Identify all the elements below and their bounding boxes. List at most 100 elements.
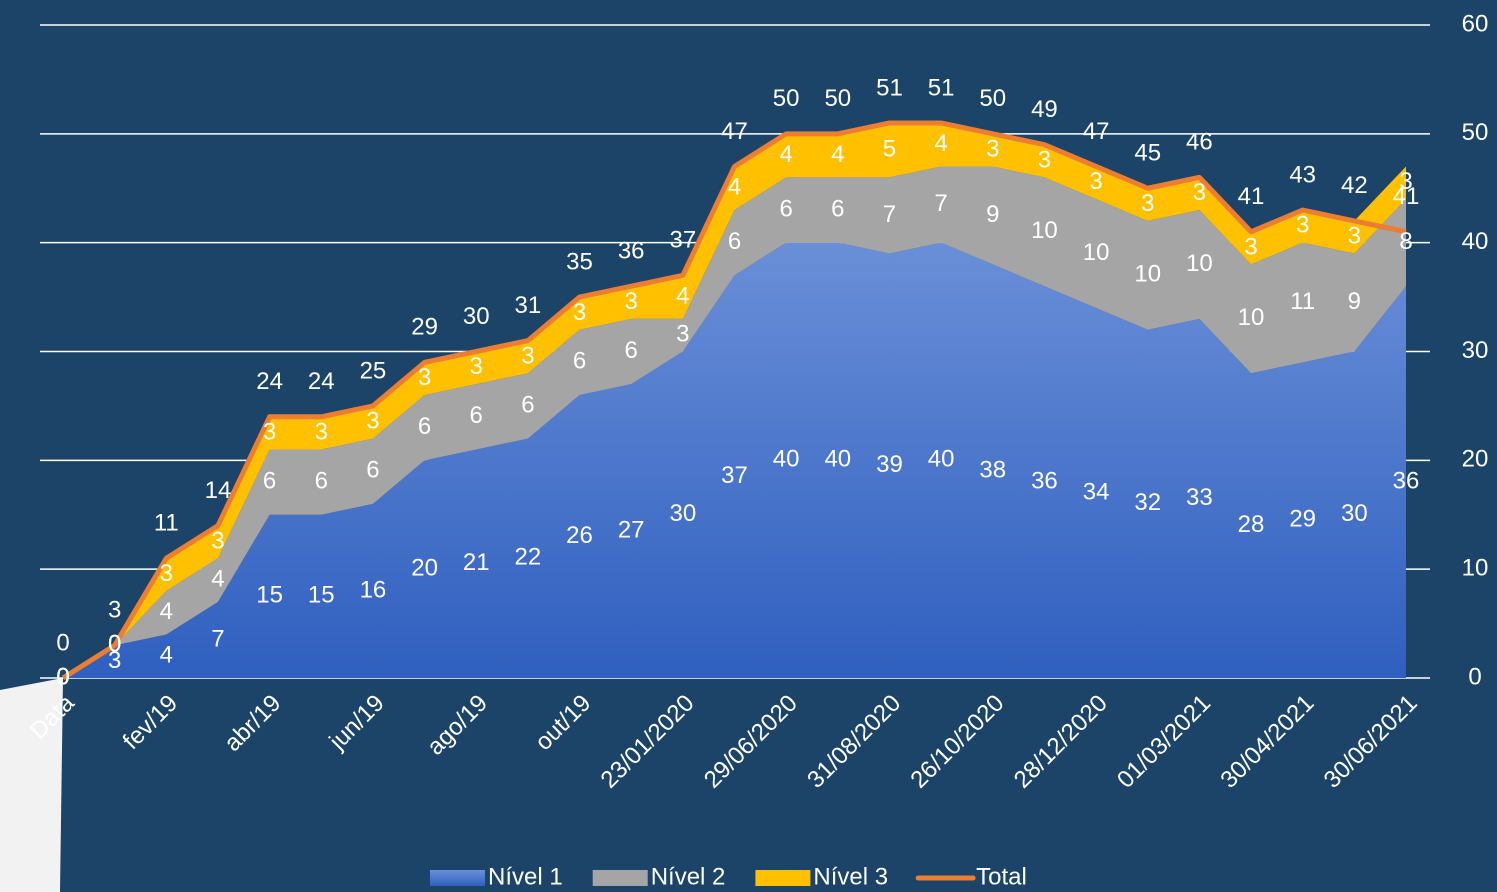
x-tick-label: abr/19: [219, 690, 286, 757]
y-tick-label: 30: [1462, 337, 1489, 364]
data-label: 43: [1289, 161, 1316, 188]
x-tick-label: 28/12/2020: [1009, 690, 1113, 794]
data-label: 0: [56, 663, 69, 690]
data-label: 31: [515, 292, 542, 319]
data-label: 6: [625, 337, 638, 364]
data-label: 4: [160, 642, 173, 669]
data-label: 24: [256, 368, 283, 395]
data-label: 3: [108, 647, 121, 674]
data-label: 5: [883, 136, 896, 163]
data-label: 50: [979, 85, 1006, 112]
data-label: 3: [676, 321, 689, 348]
data-label: 0: [56, 663, 69, 690]
data-label: 50: [773, 85, 800, 112]
data-label: 3: [521, 342, 534, 369]
data-label: 0: [108, 631, 121, 658]
x-tick-label: out/19: [530, 690, 596, 756]
data-label: 35: [566, 248, 593, 275]
legend-label: Nível 3: [813, 863, 888, 890]
data-label: 4: [831, 141, 844, 168]
data-label: 3: [986, 136, 999, 163]
x-tick-label: ago/19: [422, 690, 493, 761]
data-label: 3: [160, 560, 173, 587]
area: [63, 242, 1406, 678]
data-label: 33: [1186, 484, 1213, 511]
data-label: 4: [160, 598, 173, 625]
data-label: 15: [256, 582, 283, 609]
data-label: 47: [1083, 118, 1110, 145]
data-label: 45: [1134, 140, 1161, 167]
data-label: 6: [366, 457, 379, 484]
data-label: 3: [108, 597, 121, 624]
line: [61, 120, 1407, 681]
data-label: 4: [676, 282, 689, 309]
data-label: 41: [1393, 183, 1420, 210]
x-tick-label: 30/06/2021: [1319, 690, 1423, 794]
data-label: 37: [721, 462, 748, 489]
data-label: 6: [779, 195, 792, 222]
data-label: 4: [211, 565, 224, 592]
data-label: 20: [411, 555, 438, 582]
data-label: 3: [573, 299, 586, 326]
data-label: 10: [1031, 217, 1058, 244]
legend-label: Nível 1: [488, 863, 563, 890]
data-label: 42: [1341, 172, 1368, 199]
data-label: 4: [779, 141, 792, 168]
data-label: 7: [211, 625, 224, 652]
legend-swatch: [755, 870, 811, 886]
legend-label: Nível 2: [651, 863, 726, 890]
data-label: 3: [1296, 212, 1309, 239]
data-label: 3: [1193, 179, 1206, 206]
data-label: 10: [1238, 304, 1265, 331]
data-label: 9: [986, 201, 999, 228]
data-label: 25: [360, 357, 387, 384]
data-label: 3: [625, 288, 638, 315]
y-tick-label: 50: [1462, 119, 1489, 146]
data-label: 0: [108, 631, 121, 658]
data-label: 6: [521, 391, 534, 418]
data-label: 36: [1393, 467, 1420, 494]
data-label: 8: [1399, 228, 1412, 255]
data-label: 30: [463, 303, 490, 330]
data-label: 9: [1348, 288, 1361, 315]
data-label: 21: [463, 549, 490, 576]
x-tick-label: fev/19: [118, 690, 183, 755]
data-label: 3: [1244, 233, 1257, 260]
legend-swatch: [430, 870, 485, 886]
x-tick-label: 30/04/2021: [1215, 690, 1319, 794]
data-label: 6: [470, 402, 483, 429]
data-label: 49: [1031, 96, 1058, 123]
data-label: 38: [979, 457, 1006, 484]
data-label: 3: [1141, 190, 1154, 217]
data-label: 3: [418, 364, 431, 391]
data-label: 3: [1089, 168, 1102, 195]
data-label: 3: [366, 408, 379, 435]
data-label: 36: [1031, 467, 1058, 494]
data-label: 6: [573, 348, 586, 375]
data-label: 3: [1038, 146, 1051, 173]
x-tick-label: 29/06/2020: [699, 690, 803, 794]
data-label: 27: [618, 516, 645, 543]
x-tick-label: jun/19: [324, 690, 390, 756]
data-label: 37: [669, 227, 696, 254]
data-label: 47: [721, 118, 748, 145]
data-label: 6: [263, 467, 276, 494]
data-label: 14: [205, 477, 232, 504]
x-tick-label: 01/03/2021: [1112, 690, 1216, 794]
data-label: 11: [154, 510, 179, 537]
data-label: 3: [315, 418, 328, 445]
data-label: 6: [315, 467, 328, 494]
data-label: 3: [1348, 223, 1361, 250]
data-label: 11: [1290, 288, 1315, 315]
data-label: 22: [515, 544, 542, 571]
data-label: 40: [773, 446, 800, 473]
data-label: 36: [618, 238, 645, 265]
data-label: 7: [934, 190, 947, 217]
y-tick-label: 60: [1462, 10, 1489, 37]
data-label: 15: [308, 582, 335, 609]
y-tick-label: 40: [1462, 228, 1489, 255]
legend-label: Total: [976, 863, 1027, 890]
data-label: 28: [1238, 511, 1265, 538]
data-label: 10: [1134, 261, 1161, 288]
